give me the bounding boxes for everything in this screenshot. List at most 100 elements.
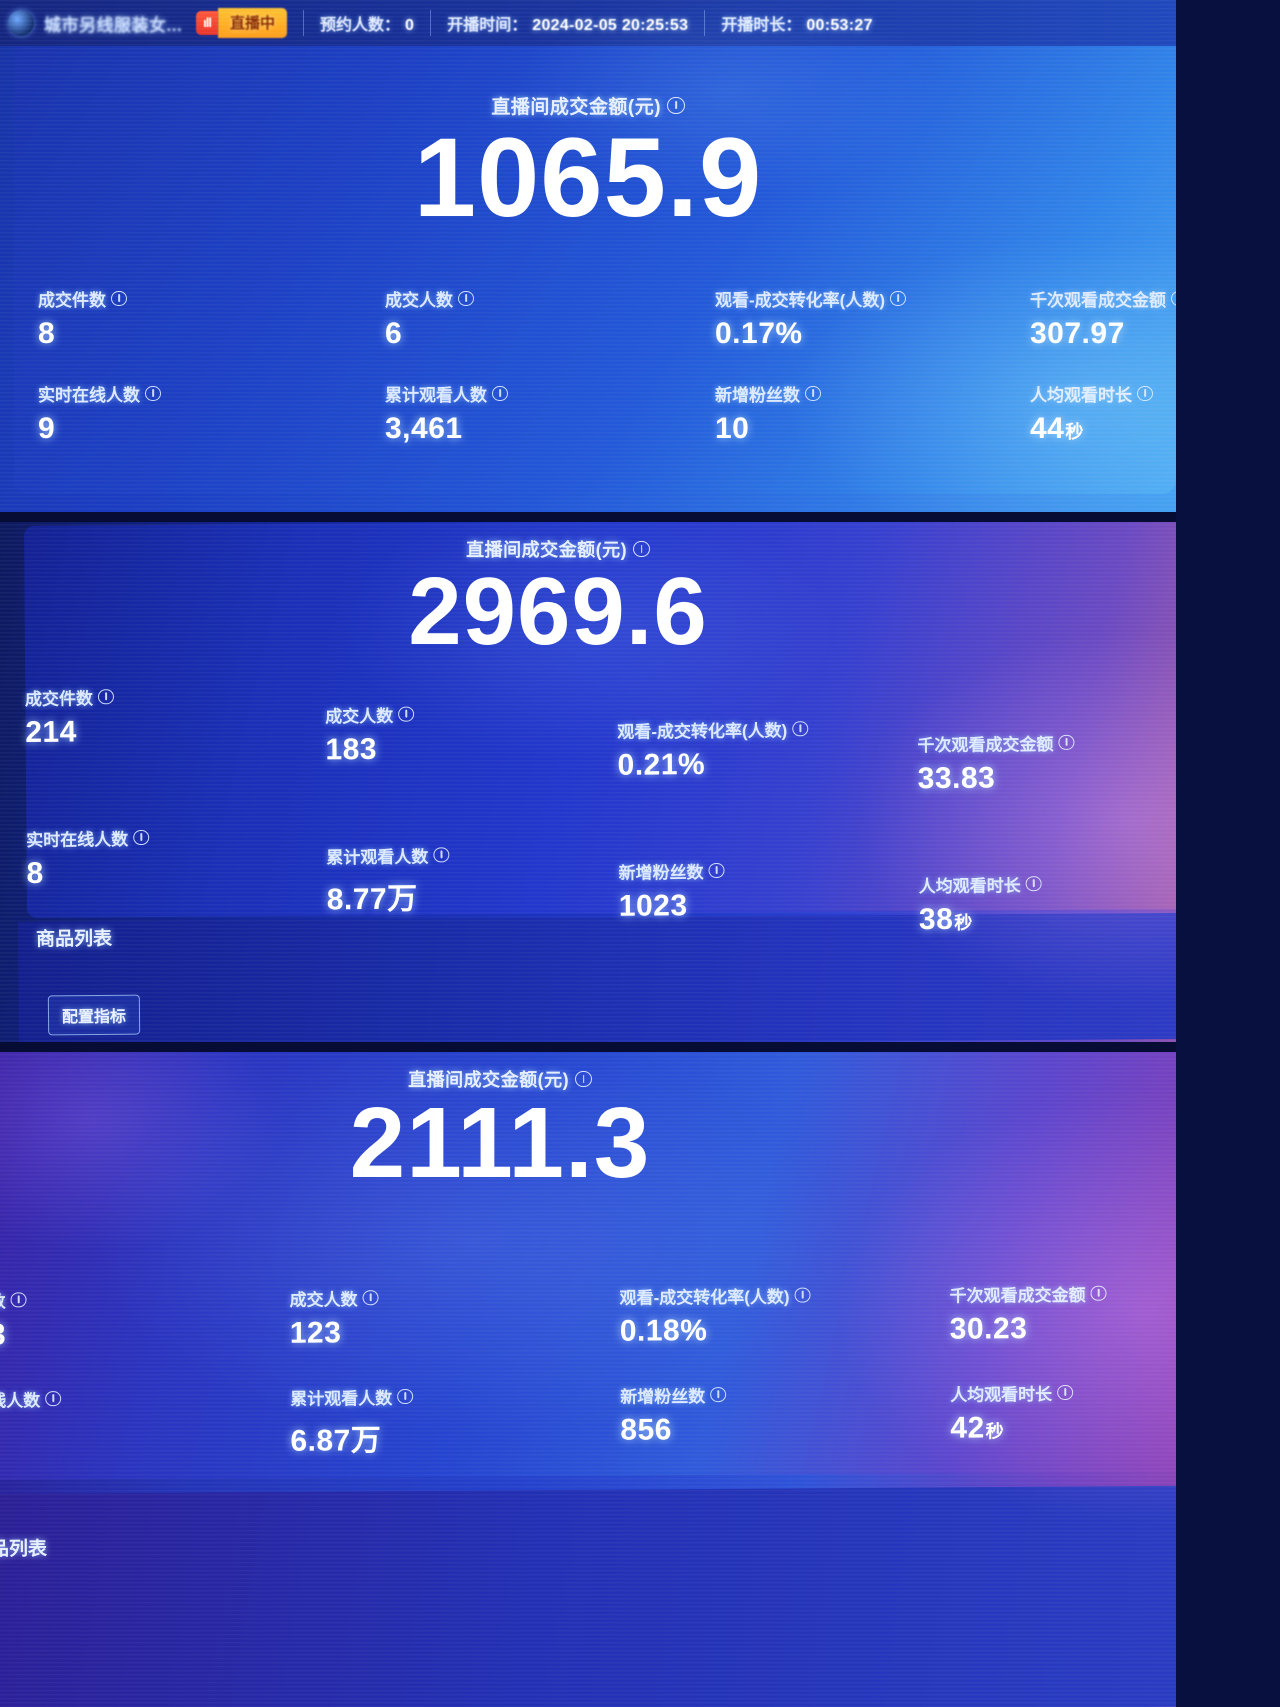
info-icon[interactable] xyxy=(111,290,127,307)
metric-value: 214 xyxy=(25,715,77,749)
info-icon[interactable] xyxy=(133,829,150,846)
info-icon[interactable] xyxy=(1137,385,1153,402)
metric-label: 新增粉丝数 xyxy=(618,856,918,884)
metric-cell: 新增粉丝数 10 xyxy=(715,381,1030,446)
info-icon[interactable] xyxy=(667,96,685,115)
metric-value: 43 xyxy=(0,1318,7,1352)
metric-label: 在线人数 xyxy=(0,1385,290,1412)
metric-label: 观看-成交转化率(人数) xyxy=(617,715,917,743)
metric-label: 实时在线人数 xyxy=(26,823,326,851)
hero-value: 2969.6 xyxy=(408,558,708,665)
panel-2-metric-grid: 成交件数 214 成交人数 183 观看-成交转化率(人数) 0.21% 千次观… xyxy=(25,681,1167,945)
metric-value: 6.87万 xyxy=(290,1424,382,1458)
reservations-label: 预约人数： xyxy=(320,17,401,34)
configure-metrics-button[interactable]: 配置指标 xyxy=(47,994,141,1036)
metric-value: 0.17% xyxy=(715,317,803,350)
metric-cell: 成交人数 6 xyxy=(385,286,715,351)
panel-1-metric-grid: 成交件数 8 成交人数 6 观看-成交转化率(人数) 0.17% 千次观看成交金… xyxy=(38,286,1176,446)
hero-label-text: 直播间成交金额(元) xyxy=(466,540,628,560)
reservations-value: 0 xyxy=(405,17,415,34)
metric-label-text: 人均观看时长 xyxy=(1030,386,1132,405)
metric-cell: 成交人数 183 xyxy=(325,700,618,802)
metric-value-number: 44 xyxy=(1030,412,1065,445)
metric-label: 成交件数 xyxy=(38,286,385,311)
metric-label: 新增粉丝数 xyxy=(620,1381,950,1408)
info-icon[interactable] xyxy=(1171,290,1176,307)
info-icon[interactable] xyxy=(10,1291,27,1308)
panel-seam xyxy=(0,1042,1176,1052)
metric-label: 累计观看人数 xyxy=(326,841,618,869)
statusbar-field-start-time: 开播时间： 2024-02-05 20:25:53 xyxy=(447,11,688,35)
metric-value: 8 xyxy=(26,856,44,890)
metric-label-text: 千次观看成交金额 xyxy=(949,1285,1086,1306)
info-icon[interactable] xyxy=(792,720,809,737)
info-icon[interactable] xyxy=(1025,875,1042,892)
metric-cell: 新增粉丝数 856 xyxy=(620,1381,950,1458)
info-icon[interactable] xyxy=(97,688,114,705)
metric-value: 33.83 xyxy=(917,761,996,796)
panel-1-hero: 直播间成交金额(元) 1065.9 xyxy=(0,92,1176,234)
metric-label: 件数 xyxy=(0,1286,290,1313)
metric-value: 1023 xyxy=(618,889,688,923)
divider xyxy=(430,10,432,36)
info-icon[interactable] xyxy=(710,1386,727,1403)
info-icon[interactable] xyxy=(794,1287,811,1304)
info-icon[interactable] xyxy=(575,1070,592,1088)
hero-label-row: 直播间成交金额(元) xyxy=(408,1066,592,1092)
metric-value: 0.18% xyxy=(619,1314,708,1348)
info-icon[interactable] xyxy=(362,1289,379,1306)
metric-value-unit: 秒 xyxy=(985,1421,1005,1442)
start-time-value: 2024-02-05 20:25:53 xyxy=(532,17,689,34)
metric-value: 307.97 xyxy=(1030,317,1125,350)
metric-value: 8.77万 xyxy=(326,882,418,917)
metric-value: 3,461 xyxy=(385,412,463,445)
info-icon[interactable] xyxy=(633,540,650,558)
info-icon[interactable] xyxy=(45,1390,62,1407)
info-icon[interactable] xyxy=(889,290,906,307)
info-icon[interactable] xyxy=(397,1388,414,1405)
metric-value xyxy=(0,1416,290,1418)
metric-cell: 件数 43 xyxy=(0,1286,290,1353)
info-icon[interactable] xyxy=(458,290,474,307)
info-icon[interactable] xyxy=(805,385,821,402)
metric-label-text: 观看-成交转化率(人数) xyxy=(619,1287,790,1308)
metric-value: 856 xyxy=(620,1413,673,1447)
info-icon[interactable] xyxy=(1057,1384,1074,1401)
metric-label-text: 累计观看人数 xyxy=(326,847,429,868)
metric-label: 观看-成交转化率(人数) xyxy=(715,286,1030,311)
panel-seam xyxy=(0,512,1176,522)
duration-value: 00:53:27 xyxy=(806,17,873,34)
metric-cell: 千次观看成交金额 30.23 xyxy=(949,1280,1165,1346)
metric-label-text: 在线人数 xyxy=(0,1391,41,1411)
info-icon[interactable] xyxy=(1090,1285,1107,1302)
metric-label: 千次观看成交金额 xyxy=(1030,286,1176,311)
metric-value: 30.23 xyxy=(949,1312,1028,1346)
metric-value-number: 38 xyxy=(918,902,954,937)
metric-value: 8 xyxy=(38,317,56,350)
metric-label-text: 成交件数 xyxy=(24,689,94,709)
metric-cell: 观看-成交转化率(人数) 0.17% xyxy=(715,286,1030,351)
info-icon[interactable] xyxy=(708,862,725,879)
info-icon[interactable] xyxy=(398,706,415,723)
metric-cell: 新增粉丝数 1023 xyxy=(618,856,919,940)
metric-label: 人均观看时长 xyxy=(1030,381,1176,406)
info-icon[interactable] xyxy=(492,385,508,402)
info-icon[interactable] xyxy=(1058,734,1075,751)
panel-3-hero: 直播间成交金额(元) 2111.3 xyxy=(0,1066,1000,1193)
metric-label-text: 成交人数 xyxy=(325,706,394,727)
live-status-bar: 城市另线服装女... ıll 直播中 预约人数： 0 开播时间： 2024-02… xyxy=(0,0,1176,46)
metric-cell: 成交件数 8 xyxy=(38,286,385,351)
metric-label-text: 实时在线人数 xyxy=(26,830,129,850)
metric-label-text: 成交人数 xyxy=(385,291,453,310)
metric-value: 9 xyxy=(38,412,56,445)
panel-2-hero: 直播间成交金额(元) 2969.6 xyxy=(0,536,1116,665)
metric-cell: 累计观看人数 8.77万 xyxy=(326,841,619,943)
metric-value: 44秒 xyxy=(1030,412,1176,446)
statusbar-field-duration: 开播时长： 00:53:27 xyxy=(721,11,872,35)
dashboard-panel-3: 直播间成交金额(元) 2111.3 件数 43 成交人数 123 观看-成交转化… xyxy=(0,1042,1176,1707)
info-icon[interactable] xyxy=(145,385,161,402)
info-icon[interactable] xyxy=(433,846,450,863)
hero-label-row: 直播间成交金额(元) xyxy=(466,536,650,562)
metric-label: 成交件数 xyxy=(25,682,325,710)
metric-cell: 累计观看人数 6.87万 xyxy=(290,1383,620,1460)
